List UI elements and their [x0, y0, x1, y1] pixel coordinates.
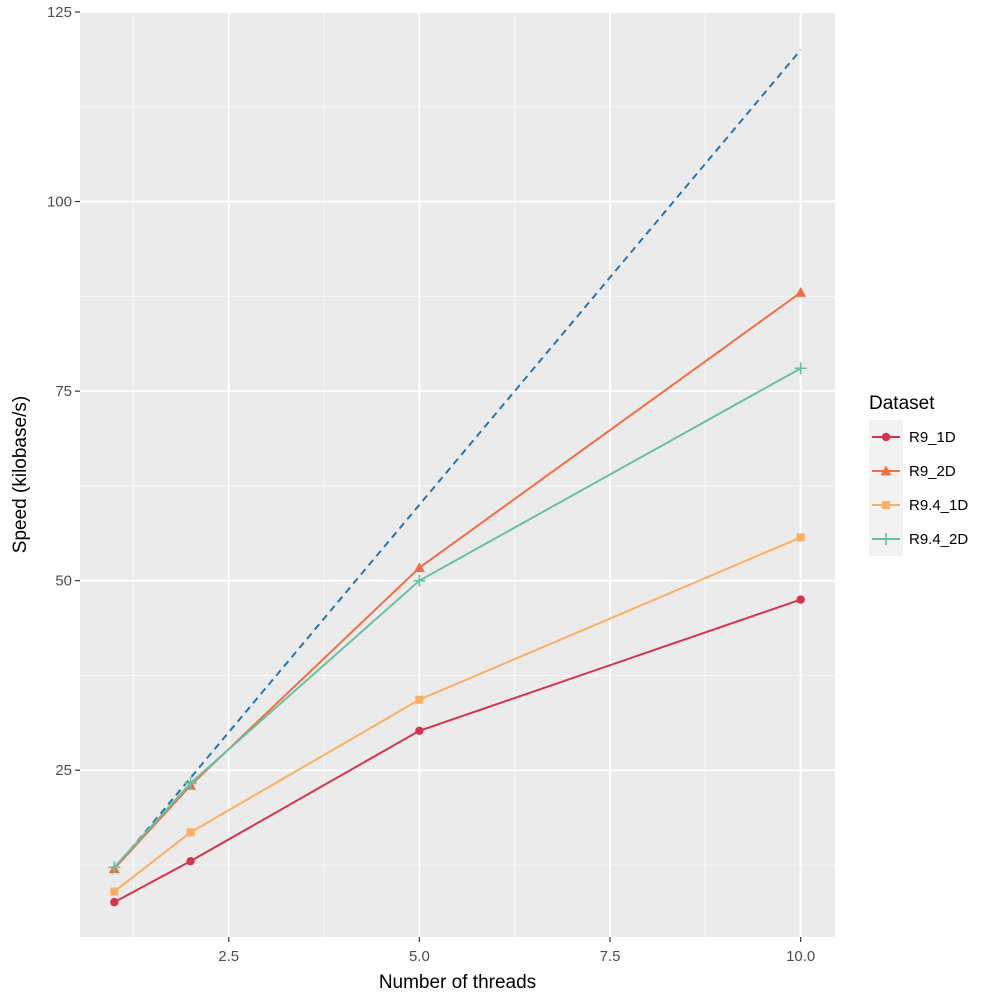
legend-key-marker — [881, 432, 891, 442]
x-axis: 2.5 5.0 7.5 10.0 — [218, 937, 815, 965]
major-gridlines — [80, 11, 835, 937]
series-layer — [108, 287, 807, 907]
y-tick-label: 100 — [47, 194, 72, 211]
data-point-r9-4-1d — [415, 695, 424, 704]
data-point-r9-4-1d — [110, 887, 119, 896]
series-line-r9-2d — [113, 291, 802, 870]
legend-key-marker — [880, 533, 892, 545]
x-axis-title: Number of threads — [379, 972, 536, 993]
x-tick-label: 5.0 — [409, 948, 430, 965]
data-point-r9-1d — [415, 726, 424, 735]
y-axis: 25 50 75 100 125 — [47, 4, 80, 779]
legend-key-marker — [880, 465, 892, 476]
legend-label-r9-1d: R9_1D — [909, 429, 956, 446]
y-tick-label: 25 — [55, 762, 72, 779]
legend-label-r9-2d: R9_2D — [909, 463, 956, 480]
data-point-r9-4-2d — [184, 777, 197, 790]
legend: Dataset R9_1D R9_2D R9.4_1D R9.4_2D — [869, 393, 968, 556]
reference-line — [113, 49, 802, 870]
data-point-r9-4-2d — [794, 362, 807, 375]
y-tick-label: 125 — [47, 4, 72, 21]
y-tick-label: 75 — [55, 383, 72, 400]
legend-label-r9-4-1d: R9.4_1D — [909, 497, 968, 514]
reference-line-layer — [113, 49, 802, 870]
series-line-r9-1d — [113, 598, 802, 904]
plot-panel — [80, 12, 835, 937]
data-point-r9-2d — [413, 562, 425, 573]
legend-title: Dataset — [869, 393, 935, 414]
x-tick-label: 7.5 — [600, 948, 621, 965]
data-point-r9-4-1d — [186, 828, 195, 837]
x-tick-label: 2.5 — [218, 948, 239, 965]
data-point-r9-1d — [110, 897, 119, 907]
data-point-r9-4-2d — [108, 861, 121, 874]
series-line-r9-4-1d — [113, 536, 802, 893]
data-point-r9-4-1d — [796, 533, 805, 542]
legend-key-marker — [882, 501, 890, 509]
series-line-r9-4-2d — [113, 367, 802, 868]
data-point-r9-4-2d — [413, 574, 426, 587]
y-axis-title: Speed (kilobase/s) — [10, 396, 31, 553]
data-point-r9-1d — [186, 856, 195, 866]
legend-label-r9-4-2d: R9.4_2D — [909, 531, 968, 548]
data-point-r9-1d — [796, 595, 805, 604]
data-point-r9-2d — [795, 287, 807, 297]
minor-gridlines — [80, 12, 835, 937]
y-tick-label: 50 — [55, 573, 72, 590]
x-tick-label: 10.0 — [786, 948, 815, 965]
